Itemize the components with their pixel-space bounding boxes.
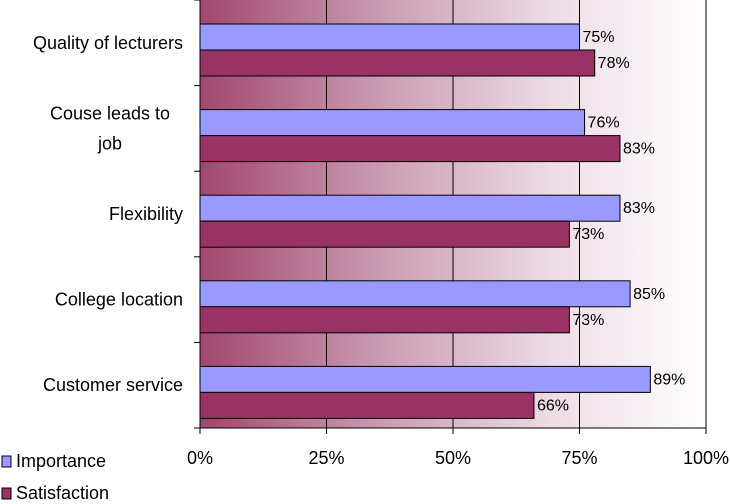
x-tick-label-3: 75%: [561, 448, 597, 468]
data-label-satisfaction-0: 78%: [598, 55, 630, 72]
category-label-4: Customer service: [43, 375, 183, 395]
data-labels: 75%78%76%83%83%73%85%73%89%66%: [537, 29, 685, 414]
data-label-importance-1: 76%: [588, 115, 620, 132]
data-label-satisfaction-1: 83%: [623, 141, 655, 158]
category-label-1-0: Couse leads to: [50, 103, 170, 123]
bar-importance-0: [199, 23, 580, 51]
data-label-importance-3: 85%: [633, 286, 665, 303]
x-tick-labels: 0% 25% 50% 75% 100%: [187, 448, 729, 468]
category-labels: Quality of lecturers Couse leads to job Fle…: [33, 33, 183, 395]
bars: [199, 23, 651, 419]
legend-swatch-satisfaction: [1, 487, 12, 500]
bar-importance-2: [199, 194, 621, 222]
data-label-satisfaction-4: 66%: [537, 397, 569, 414]
bar-importance-3: [199, 280, 631, 308]
bar-satisfaction-1: [199, 135, 621, 163]
category-label-0: Quality of lecturers: [33, 33, 183, 53]
legend-label-satisfaction: Satisfaction: [16, 483, 109, 503]
data-label-importance-2: 83%: [623, 200, 655, 217]
bar-satisfaction-2: [199, 220, 570, 248]
data-label-importance-4: 89%: [653, 371, 685, 388]
x-tick-label-2: 50%: [435, 448, 471, 468]
bar-importance-1: [199, 109, 586, 137]
bar-satisfaction-3: [199, 306, 570, 334]
category-label-3: College location: [55, 290, 183, 310]
bar-satisfaction-0: [199, 49, 596, 77]
legend: Importance Satisfaction: [1, 451, 109, 503]
bar-importance-4: [199, 365, 651, 393]
axes: [194, 0, 707, 434]
legend-label-importance: Importance: [16, 451, 106, 471]
x-tick-label-0: 0%: [187, 448, 213, 468]
x-tick-label-1: 25%: [308, 448, 344, 468]
bar-satisfaction-4: [199, 391, 535, 419]
category-label-2: Flexibility: [109, 204, 183, 224]
data-label-satisfaction-2: 73%: [572, 226, 604, 243]
legend-swatch-importance: [1, 455, 12, 468]
data-label-satisfaction-3: 73%: [572, 312, 604, 329]
x-tick-label-4: 100%: [683, 448, 729, 468]
data-label-importance-0: 75%: [583, 29, 615, 46]
category-label-1-1: job: [97, 133, 122, 153]
